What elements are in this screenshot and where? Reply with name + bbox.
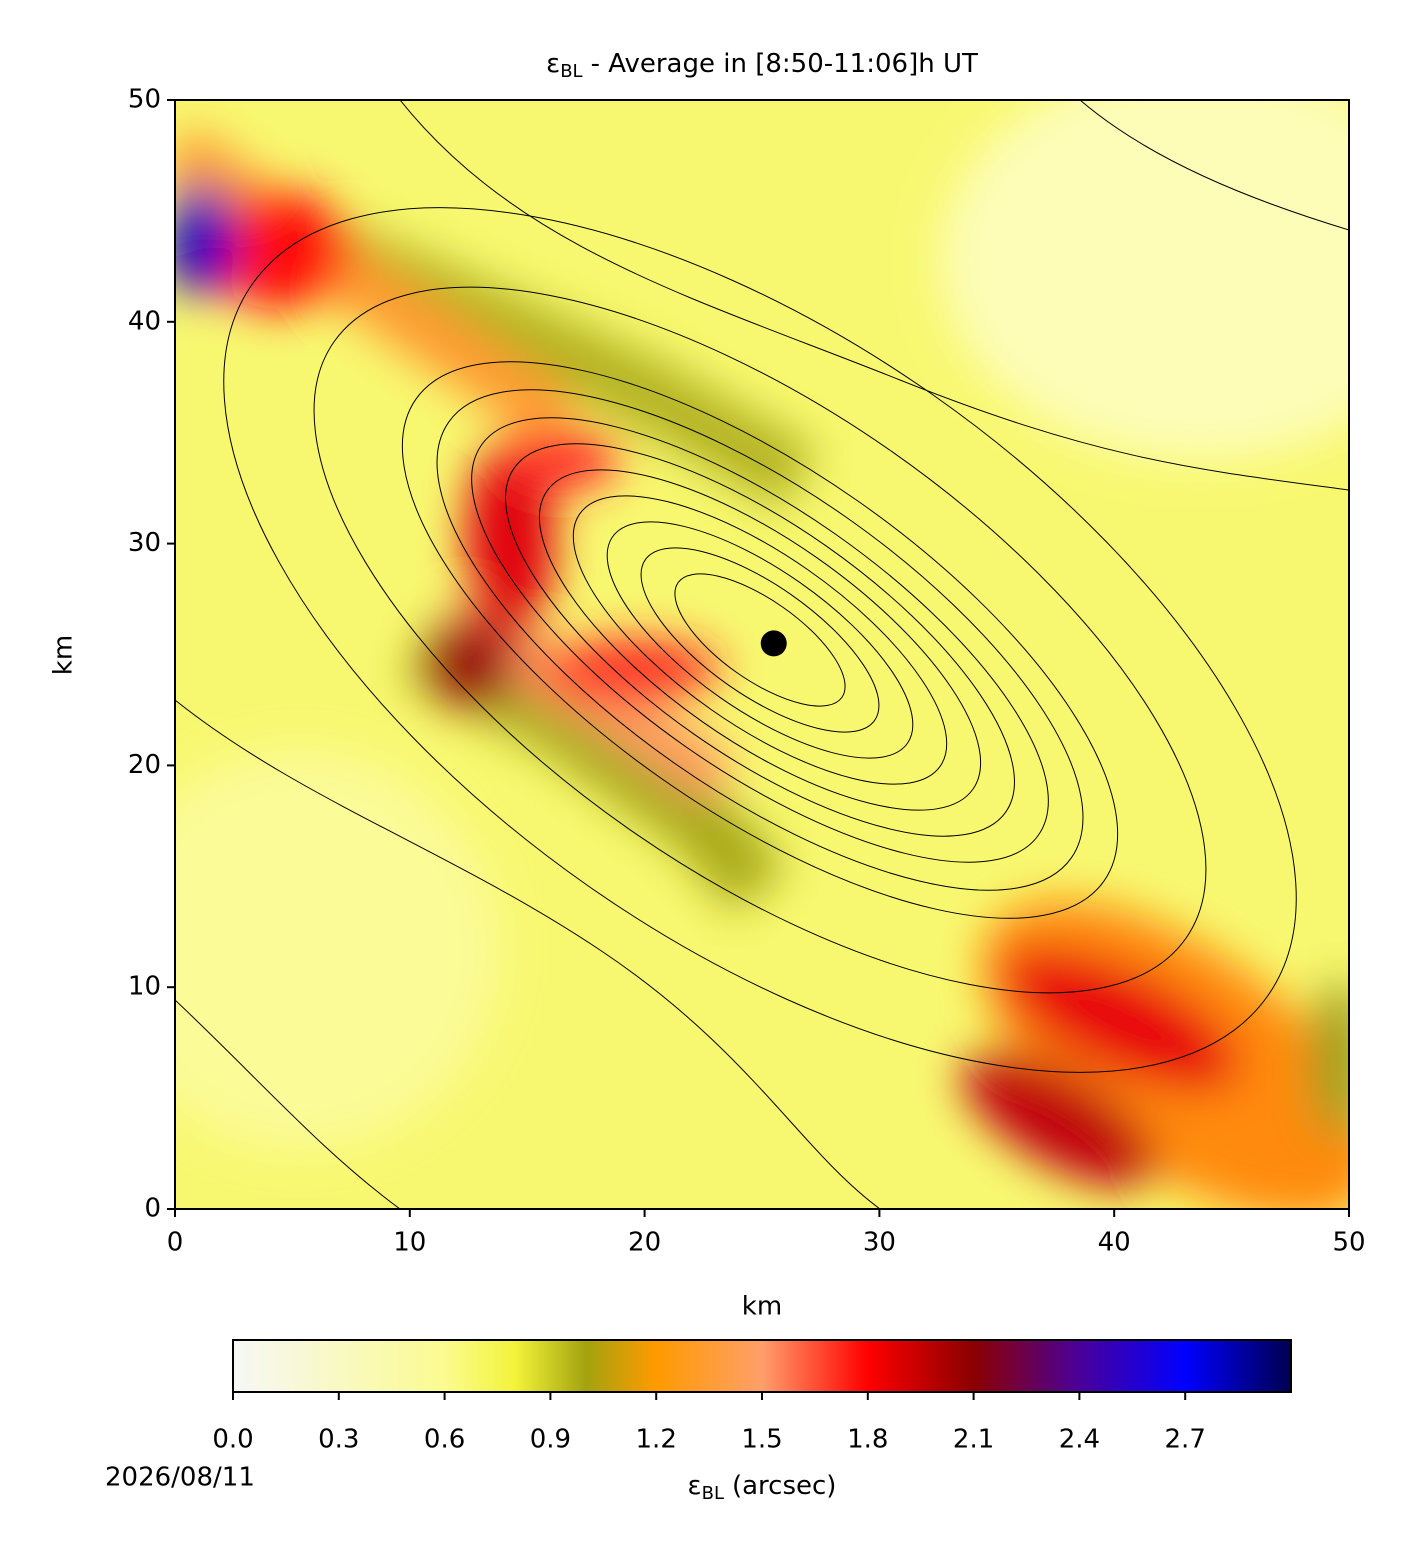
colorbar-tick-label: 2.7 [1165, 1425, 1206, 1455]
colorbar-tick-label: 0.0 [212, 1425, 253, 1455]
y-tick-label: 10 [128, 972, 161, 1002]
x-tick-label: 40 [1098, 1228, 1131, 1258]
colorbar-tick-label: 1.5 [741, 1425, 782, 1455]
y-axis-label: km [49, 635, 79, 675]
y-tick-label: 20 [128, 750, 161, 780]
contours [175, 100, 1349, 1209]
date: 2026/08/11 [105, 1463, 255, 1493]
colorbar-tick-label: 1.8 [847, 1425, 888, 1455]
x-axis-label: km [742, 1292, 782, 1322]
x-tick-label: 10 [393, 1228, 426, 1258]
field [175, 100, 1349, 1209]
site-marker [760, 630, 787, 657]
plot-frame [174, 99, 1350, 1210]
y-tick-label: 30 [128, 528, 161, 558]
colorbar [232, 1339, 1292, 1393]
x-tick-label: 30 [863, 1228, 896, 1258]
x-tick-label: 0 [167, 1228, 184, 1258]
colorbar-tick-label: 0.3 [318, 1425, 359, 1455]
colorbar-tick-label: 0.6 [424, 1425, 465, 1455]
x-tick-label: 20 [628, 1228, 661, 1258]
colorbar-tick-label: 0.9 [530, 1425, 571, 1455]
chart-title: εBL - Average in [8:50-11:06]h UT [546, 49, 978, 83]
y-tick-label: 0 [144, 1194, 161, 1224]
x-tick-label: 50 [1332, 1228, 1365, 1258]
colorbar-label: εBL (arcsec) [688, 1471, 837, 1505]
colorbar-tick-label: 2.4 [1059, 1425, 1100, 1455]
colorbar-tick-label: 2.1 [953, 1425, 994, 1455]
y-tick-label: 40 [128, 306, 161, 336]
y-tick-label: 50 [128, 85, 161, 115]
colorbar-tick-label: 1.2 [636, 1425, 677, 1455]
